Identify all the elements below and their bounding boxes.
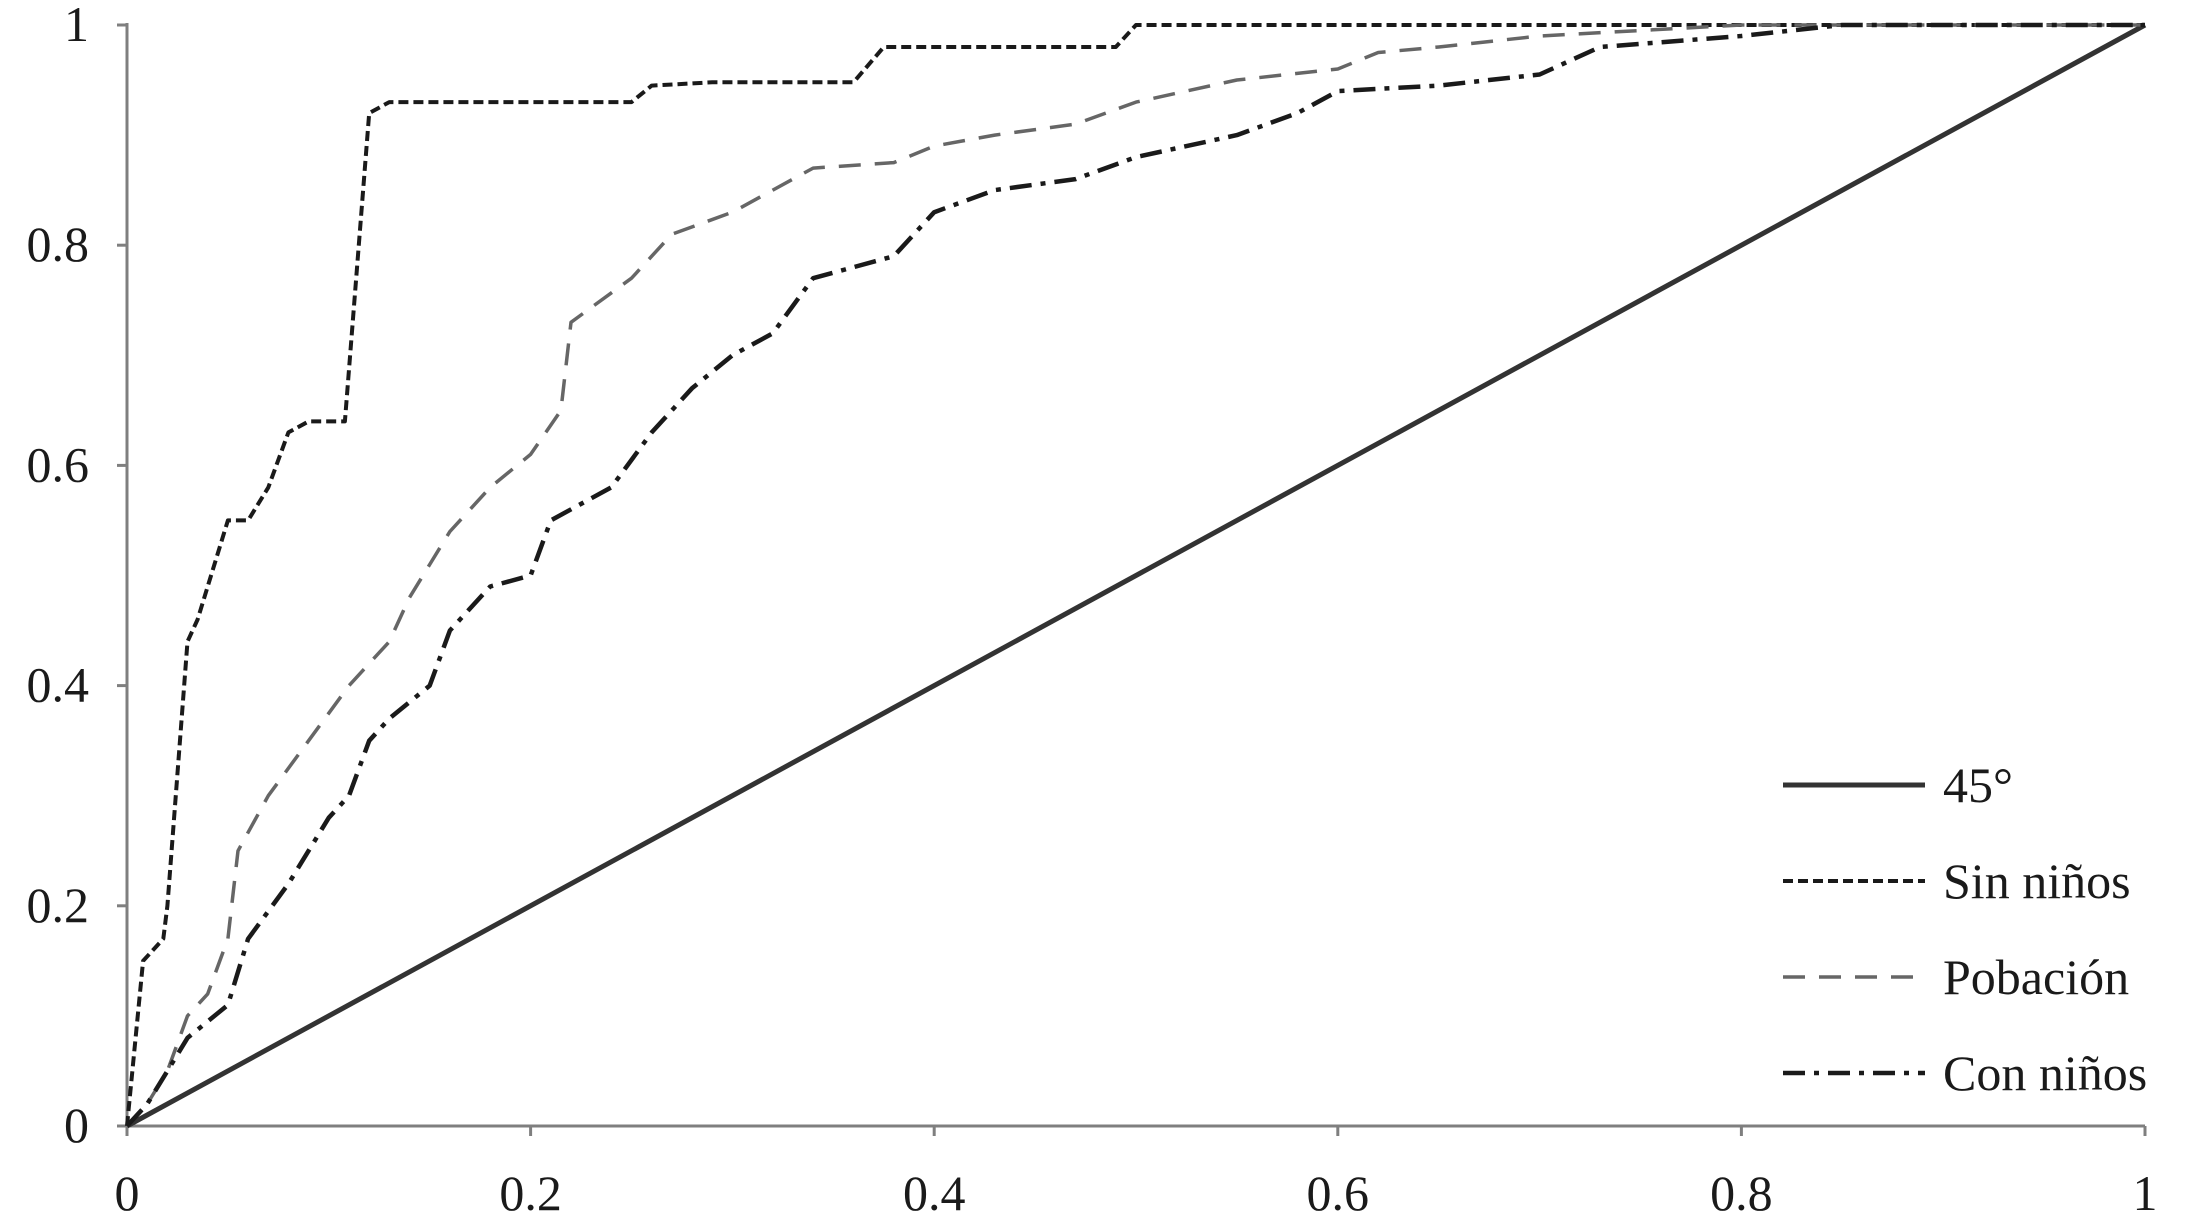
series-line-45 xyxy=(125,22,2147,1129)
series-lines xyxy=(125,22,2147,1129)
y-tick-label: 0.6 xyxy=(27,436,90,492)
y-tick-label: 0 xyxy=(64,1097,89,1153)
x-tick-label: 1 xyxy=(2133,1165,2158,1220)
x-tick-label: 0.8 xyxy=(1710,1165,1773,1220)
legend-label-sin-ni-os: Sin niños xyxy=(1943,853,2131,909)
legend: 45° Sin niños Pobación Con niños xyxy=(1783,757,2147,1101)
legend-label-con-ni-os: Con niños xyxy=(1943,1045,2147,1101)
x-tick-label: 0 xyxy=(115,1165,140,1220)
x-tick-label: 0.4 xyxy=(903,1165,966,1220)
series-line-sin-ni-os xyxy=(125,23,2145,1127)
legend-label-pobaci-n: Pobación xyxy=(1943,949,2129,1005)
series-line-con-ni-os xyxy=(125,22,2145,1128)
legend-label-45: 45° xyxy=(1943,757,2013,813)
x-tick-label: 0.2 xyxy=(499,1165,562,1220)
x-tick-label: 0.6 xyxy=(1307,1165,1370,1220)
y-tick-label: 1 xyxy=(64,0,89,52)
tick-marks xyxy=(117,23,2147,1136)
y-tick-label: 0.8 xyxy=(27,216,90,272)
series-line-pobaci-n xyxy=(125,23,2145,1128)
axes xyxy=(125,23,2145,1128)
tick-labels: 0 0.2 0.4 0.6 0.8 1 0 0.2 0.4 0.6 0.8 1 xyxy=(27,0,2158,1221)
y-tick-label: 0.4 xyxy=(27,657,90,713)
y-tick-label: 0.2 xyxy=(27,877,90,933)
